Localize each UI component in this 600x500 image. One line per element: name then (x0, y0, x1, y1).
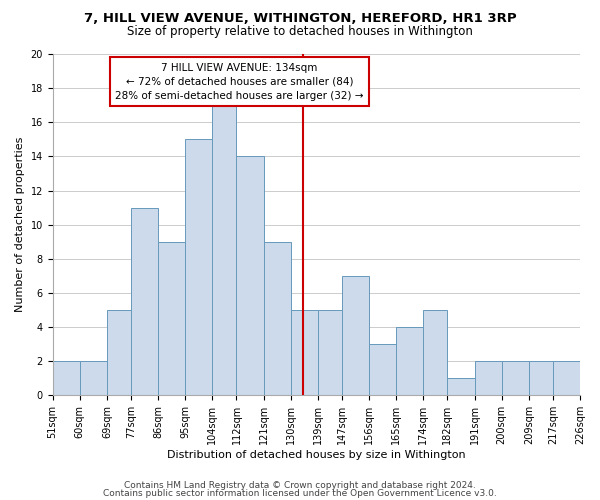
Bar (448, 378, 475, 396)
Bar (553, 361, 580, 396)
Bar (185, 140, 212, 396)
Text: Size of property relative to detached houses in Withington: Size of property relative to detached ho… (127, 25, 473, 38)
Bar (53, 361, 80, 396)
Bar (107, 310, 131, 396)
Bar (529, 361, 553, 396)
Bar (396, 327, 424, 396)
Bar (236, 156, 263, 396)
Bar (318, 310, 342, 396)
Text: 7, HILL VIEW AVENUE, WITHINGTON, HEREFORD, HR1 3RP: 7, HILL VIEW AVENUE, WITHINGTON, HEREFOR… (83, 12, 517, 26)
Bar (263, 242, 291, 396)
Bar (475, 361, 502, 396)
Bar (502, 361, 529, 396)
Bar (342, 276, 369, 396)
Bar (369, 344, 396, 396)
Bar (424, 310, 448, 396)
Bar (212, 105, 236, 396)
Bar (80, 361, 107, 396)
Text: Contains HM Land Registry data © Crown copyright and database right 2024.: Contains HM Land Registry data © Crown c… (124, 481, 476, 490)
X-axis label: Distribution of detached houses by size in Withington: Distribution of detached houses by size … (167, 450, 466, 460)
Text: Contains public sector information licensed under the Open Government Licence v3: Contains public sector information licen… (103, 488, 497, 498)
Bar (158, 242, 185, 396)
Bar (291, 310, 318, 396)
Bar (131, 208, 158, 396)
Text: 7 HILL VIEW AVENUE: 134sqm
← 72% of detached houses are smaller (84)
28% of semi: 7 HILL VIEW AVENUE: 134sqm ← 72% of deta… (115, 62, 364, 100)
Y-axis label: Number of detached properties: Number of detached properties (15, 137, 25, 312)
